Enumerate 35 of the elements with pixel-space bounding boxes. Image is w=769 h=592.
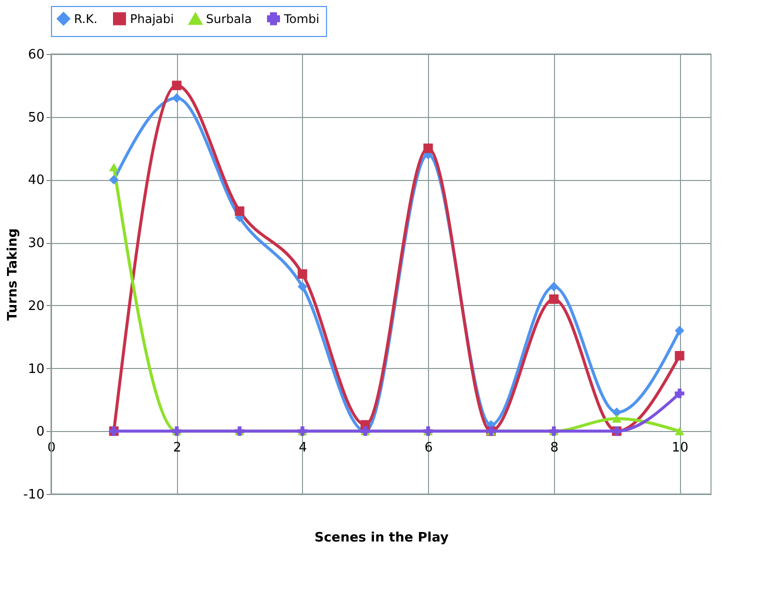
legend-label: Tombi (283, 12, 320, 26)
x-axis-title: Scenes in the Play (314, 530, 450, 546)
point (298, 269, 308, 279)
point (172, 93, 182, 103)
y-tick-label: 0 (36, 424, 44, 440)
y-axis-title: Turns Taking (5, 228, 20, 321)
legend-label: Phajabi (130, 12, 174, 26)
point (172, 80, 182, 90)
legend-label: R.K. (74, 12, 98, 26)
x-tick-label: 10 (672, 440, 688, 456)
point (674, 388, 684, 398)
point (612, 414, 622, 423)
y-tick-label: 10 (28, 362, 44, 377)
point (549, 282, 559, 292)
point (298, 282, 308, 292)
point (234, 206, 244, 216)
y-tick-label: 30 (28, 236, 44, 252)
point (674, 326, 684, 336)
x-tick-label: 2 (173, 440, 182, 456)
x-tick-label: 6 (424, 440, 433, 456)
point (109, 174, 119, 184)
x-tick-label: 4 (298, 440, 308, 456)
point (549, 294, 559, 304)
point (612, 408, 622, 418)
point (674, 427, 684, 436)
y-tick-label: 20 (28, 298, 44, 314)
x-tick-label: 8 (550, 440, 558, 456)
y-tick-label: 60 (28, 48, 44, 62)
point (674, 350, 684, 360)
y-tick-label: 50 (28, 110, 44, 126)
y-tick-label: 40 (28, 173, 44, 188)
point (423, 144, 433, 154)
point (109, 163, 119, 172)
y-tick-label: -10 (23, 488, 44, 502)
legend-label: Surbala (206, 12, 252, 26)
